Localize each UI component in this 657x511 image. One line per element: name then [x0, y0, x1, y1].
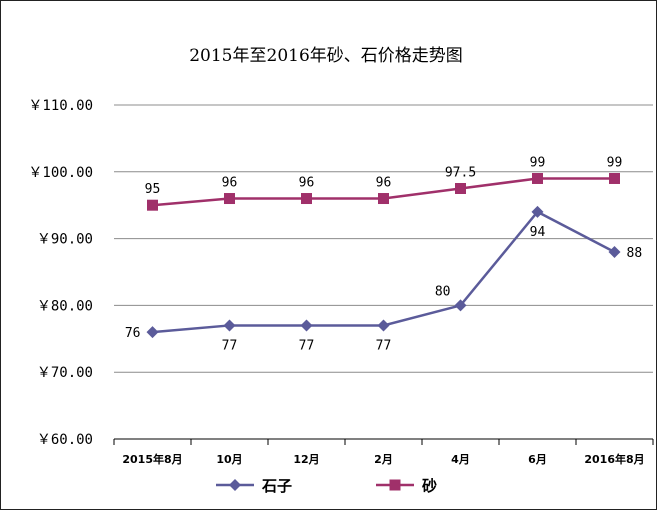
data-label: 94	[530, 225, 546, 240]
data-label: 95	[145, 182, 161, 197]
data-label: 77	[222, 338, 238, 353]
data-label: 96	[222, 176, 238, 191]
x-tick-label: 2月	[374, 453, 393, 466]
data-point	[608, 245, 621, 258]
legend-label-0: 石子	[261, 477, 292, 495]
data-label: 77	[376, 338, 392, 353]
data-point	[455, 183, 466, 194]
y-tick-label: ￥100.00	[28, 165, 93, 181]
x-tick-label: 6月	[528, 453, 547, 466]
y-tick-label: ￥110.00	[28, 98, 93, 114]
data-label: 99	[530, 155, 546, 170]
legend-marker-0	[229, 479, 241, 491]
data-point	[224, 193, 235, 205]
data-point	[147, 199, 158, 211]
data-point	[377, 319, 390, 332]
legend-label-1: 砂	[422, 477, 437, 495]
data-point	[609, 172, 620, 184]
data-label: 96	[299, 176, 315, 191]
data-point	[454, 299, 467, 312]
x-tick-label: 12月	[293, 453, 319, 466]
data-point	[301, 193, 312, 205]
chart-title: 2015年至2016年砂、石价格走势图	[189, 46, 463, 66]
data-point	[532, 172, 543, 184]
x-tick-label: 10月	[216, 453, 242, 466]
y-tick-label: ￥70.00	[37, 365, 93, 381]
legend-marker-1	[389, 479, 401, 491]
data-point	[378, 193, 389, 205]
axes	[113, 438, 654, 445]
data-point	[300, 319, 313, 332]
data-label: 96	[376, 176, 392, 191]
x-tick-label: 2015年8月	[122, 452, 182, 466]
gridlines	[114, 104, 653, 373]
data-label: 77	[299, 338, 315, 353]
data-label: 80	[435, 284, 451, 299]
data-label: 99	[607, 155, 623, 170]
data-point	[223, 319, 236, 332]
data-point	[146, 326, 159, 339]
y-tick-label: ￥80.00	[37, 298, 93, 314]
data-label: 97.5	[445, 166, 476, 181]
x-tick-label: 4月	[451, 453, 470, 466]
data-labels: 76 77 77 77 80 94 88 95 96 96 96 97.5 99 99	[125, 155, 642, 353]
data-label: 76	[125, 326, 141, 341]
y-tick-label: ￥60.00	[37, 432, 93, 448]
data-label: 88	[627, 246, 643, 261]
legend: 石子 砂	[216, 477, 437, 495]
series	[146, 172, 621, 339]
y-tick-label: ￥90.00	[37, 232, 93, 248]
y-axis-tick-labels: ￥60.00 ￥70.00 ￥80.00 ￥90.00 ￥100.00 ￥110.00	[28, 98, 93, 448]
x-tick-label: 2016年8月	[584, 452, 644, 466]
x-axis-tick-labels: 2015年8月 10月 12月 2月 4月 6月 2016年8月	[122, 452, 644, 466]
data-point	[531, 205, 544, 218]
